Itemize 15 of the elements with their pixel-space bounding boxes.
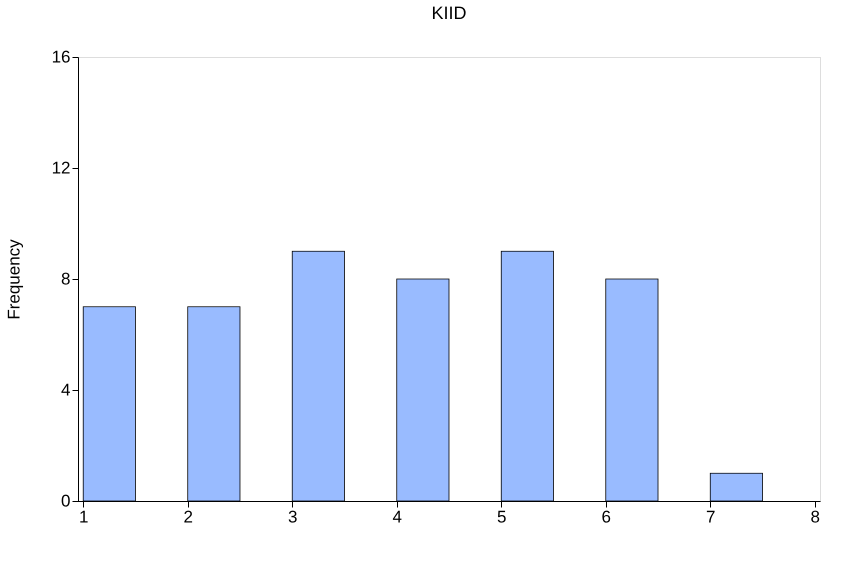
- x-tick-label: 3: [288, 508, 298, 526]
- x-tick-label: 7: [706, 508, 716, 526]
- y-tick-label: 4: [61, 380, 70, 400]
- x-tick-label: 6: [602, 508, 611, 526]
- x-tick-label: 8: [810, 508, 820, 526]
- y-tick-label: 12: [52, 158, 70, 178]
- y-tick-label: 16: [52, 48, 70, 66]
- x-tick-label: 5: [497, 508, 506, 526]
- x-tick-label: 1: [78, 508, 88, 526]
- y-tick-label: 0: [61, 492, 70, 510]
- x-tick-label: 4: [392, 508, 402, 526]
- chart-title: KIID: [431, 3, 467, 23]
- x-tick-label: 2: [184, 508, 193, 526]
- y-axis-title: Frequency: [4, 238, 24, 320]
- y-tick-label: 8: [61, 270, 70, 288]
